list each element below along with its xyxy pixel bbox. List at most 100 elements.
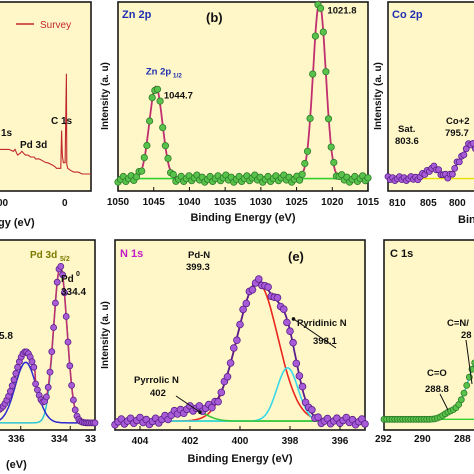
data-point: [230, 344, 238, 352]
x-axis-label: Binding Energy (eV): [190, 212, 295, 224]
data-point: [50, 324, 57, 331]
data-point: [236, 320, 244, 329]
legend-label: Survey: [40, 20, 71, 31]
data-point: [64, 338, 72, 346]
x-tick-label: 1040: [178, 197, 201, 208]
data-point: [14, 363, 22, 371]
panel-title: C 1s: [390, 248, 413, 260]
x-ticks: 404 402 400 398 396: [132, 426, 349, 447]
annotation-pdn-value: 399.3: [186, 262, 210, 273]
data-point: [324, 115, 333, 123]
data-point: [311, 32, 319, 40]
data-point: [451, 164, 459, 172]
data-point: [314, 413, 322, 422]
data-point: [455, 158, 463, 166]
data-point: [330, 158, 338, 167]
annotation-pd0-sup: 0: [76, 271, 80, 278]
data-point: [239, 305, 247, 314]
x-tick-label: 400: [232, 436, 249, 447]
data-point: [364, 174, 372, 182]
data-point: [164, 154, 172, 162]
zn2p-plot: [114, 0, 372, 186]
data-point: [283, 318, 291, 327]
annotation-arrow: [465, 339, 473, 385]
arrow-head: [291, 317, 296, 321]
data-point: [448, 170, 456, 178]
panel-title: N 1s: [120, 248, 143, 260]
x-tick-label: 290: [414, 434, 431, 445]
data-point: [469, 140, 474, 147]
peak-label-sub: 1/2: [173, 73, 182, 80]
x-tick-label: 1045: [143, 197, 166, 208]
data-point: [264, 283, 272, 291]
data-point: [61, 289, 68, 297]
x-tick-label: 800: [449, 198, 466, 209]
annotation-pd2-value: 5.8: [0, 331, 13, 342]
peak-value: 1021.8: [327, 6, 356, 17]
annotation-arrow: [293, 318, 337, 349]
annotation-co-label: Co+2: [446, 116, 470, 127]
x-ticks: 1050 1045 1040 1035 1030 1025 1020 1015: [107, 187, 380, 208]
x-axis-label: gy (eV): [0, 217, 35, 229]
data-point: [298, 170, 306, 178]
x-axis-label: Binding Energy (eV): [187, 453, 292, 465]
data-point: [153, 85, 162, 93]
data-point: [143, 141, 151, 150]
data-point: [62, 313, 70, 320]
annotation-arrow: [439, 393, 449, 411]
annotation-sat-label: Sat.: [398, 124, 415, 135]
panel-c: Co 2p Sat. 803.6 Co+2 795.7 Intensity (a…: [373, 1, 474, 226]
co2p-plot: [384, 140, 474, 185]
data-point: [460, 389, 468, 397]
annotation-arrow: [175, 395, 201, 413]
data-point: [140, 154, 148, 162]
annotation-pyridinic-label: Pyridinic N: [297, 318, 347, 329]
data-point: [159, 124, 167, 132]
panel-label: (e): [288, 249, 304, 264]
data-point: [301, 159, 309, 168]
panel-title: Co 2p: [392, 9, 423, 21]
pd3d-plot: [0, 262, 99, 430]
x-axis-label: (eV): [6, 459, 27, 471]
annotation-o1s: 1s: [1, 128, 13, 139]
data-point: [303, 147, 312, 155]
data-point: [308, 405, 316, 414]
x-tick-label: 1030: [250, 197, 273, 208]
data-point: [223, 372, 232, 381]
data-point: [68, 381, 75, 389]
x-tick-label: 292: [375, 434, 392, 445]
annotation-sat-value: 803.6: [395, 136, 419, 147]
x-tick-label: 1015: [357, 197, 380, 208]
data-point: [28, 358, 36, 366]
data-point: [306, 114, 314, 123]
data-point: [34, 386, 41, 394]
x-tick-label: 288: [454, 434, 471, 445]
x-tick-label: 0: [62, 198, 68, 209]
data-point: [48, 348, 56, 356]
data-point: [254, 275, 263, 283]
data-point: [460, 151, 468, 159]
survey-series-line: [0, 73, 91, 175]
data-point: [457, 396, 465, 404]
data-point: [138, 167, 146, 175]
annotation-pd3d-sub: 5/2: [60, 256, 70, 263]
n1s-plot: [111, 275, 369, 429]
data-point: [148, 94, 156, 102]
x-axis-label: Bin: [458, 214, 474, 226]
x-tick-label: 404: [132, 436, 149, 447]
data-point: [322, 68, 330, 76]
data-point: [12, 369, 20, 377]
annotation-pd3d-title: Pd 3d: [30, 250, 57, 261]
data-point: [8, 382, 16, 390]
data-point: [471, 359, 474, 367]
annotation-pd0-value: 334.4: [61, 287, 86, 298]
data-point: [292, 359, 301, 368]
arrow-head: [198, 410, 202, 415]
peak-label: Zn 2p: [146, 67, 172, 78]
data-point: [289, 338, 297, 347]
data-point: [242, 299, 251, 308]
x-tick-label: 336: [8, 434, 25, 445]
data-point: [316, 4, 325, 12]
